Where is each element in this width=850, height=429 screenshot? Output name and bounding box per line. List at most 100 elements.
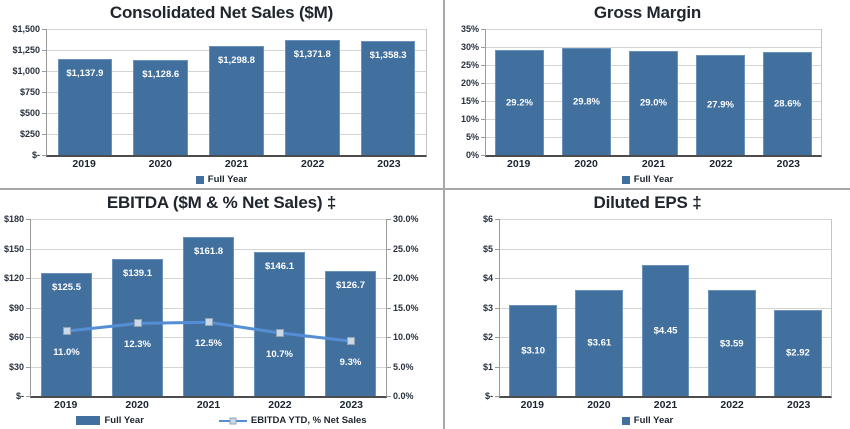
x-category-label: 2021 <box>196 399 221 411</box>
y-tick-label: $1,500 <box>12 24 40 34</box>
bar-value-label: 29.8% <box>573 96 600 108</box>
bar-2021: $4.45 <box>641 264 690 396</box>
gross-margin-chart: Gross Margin 0% 5% 10% 15% 20% 25% 30% 35% 29.2%… <box>443 0 850 188</box>
y-tick-label: $5 <box>482 243 493 254</box>
y-axis-tick <box>26 219 31 220</box>
bar-value-label: 29.2% <box>506 97 533 109</box>
gridline <box>486 47 821 48</box>
gross-margin-plot-area: 0% 5% 10% 15% 20% 25% 30% 35% 29.2% 29.8% 29.0% 27.… <box>461 24 822 160</box>
legend-label: Full Year <box>633 174 674 185</box>
bar-2019: $1,137.9 <box>57 59 113 155</box>
y-tick-label: $6 <box>482 214 493 224</box>
bar-2021: 29.0% <box>629 50 678 155</box>
x-category-label: 2023 <box>339 399 363 411</box>
net-sales-legend: Full Year <box>0 171 443 188</box>
bar-2022: 27.9% <box>696 54 745 155</box>
right-y-axis-tick <box>386 337 391 339</box>
ebitda-x-axis: 2019 2020 2021 2022 2023 <box>30 399 387 412</box>
x-category-label: 2023 <box>786 399 811 411</box>
bars-layer: $3.10 $3.61 $4.45 $3.59 $2.92 <box>500 219 831 396</box>
bar-value-label: $4.45 <box>653 325 678 337</box>
y-axis-tick <box>481 137 486 139</box>
bar-slot: $1,371.8 <box>274 29 350 155</box>
y-axis-tick <box>26 307 31 309</box>
legend-bar-swatch-icon <box>76 416 101 425</box>
bar-value-label: $161.8 <box>193 245 224 257</box>
gross-margin-legend: Full Year <box>445 171 850 188</box>
diluted-eps-legend: Full Year <box>445 412 850 429</box>
legend-label: EBITDA YTD, % Net Sales <box>250 415 367 426</box>
y-axis-tick <box>495 307 500 309</box>
legend-label: Full Year <box>633 415 674 426</box>
bar-2020: $1,128.6 <box>133 60 188 155</box>
bar-value-label: $3.61 <box>587 337 612 349</box>
y-axis-tick <box>26 248 31 250</box>
bar-2020: 29.8% <box>562 47 611 155</box>
y-tick-label: $1 <box>482 361 493 372</box>
diluted-eps-chart: Diluted EPS ‡ $- $1 $2 $3 $4 $5 $6 $3.10 $3.61 $4… <box>443 188 850 429</box>
y-axis-tick <box>481 29 486 30</box>
y-tick-label: $- <box>484 391 493 401</box>
x-category-label: 2020 <box>148 158 172 170</box>
right-y-tick-label: 10.0% <box>393 332 419 343</box>
x-category-label: 2022 <box>268 399 292 411</box>
bar-slot: $139.1 <box>102 219 173 396</box>
bar-2020: $3.61 <box>575 289 624 396</box>
gridline <box>500 219 831 220</box>
y-axis-tick <box>42 92 47 93</box>
x-category-label: 2021 <box>224 158 249 170</box>
y-tick-label: $500 <box>19 108 40 119</box>
y-tick-label: 35% <box>460 24 479 34</box>
y-axis-tick <box>26 396 31 397</box>
y-axis-tick <box>495 248 500 250</box>
y-tick-label: 20% <box>460 78 479 89</box>
line-marker <box>204 318 213 327</box>
x-category-label: 2021 <box>641 158 666 170</box>
bar-slot: $2.92 <box>765 219 831 396</box>
y-tick-label: $- <box>15 391 24 401</box>
y-axis-tick <box>495 219 500 220</box>
y-axis-tick <box>481 119 486 121</box>
legend-label: Full Year <box>104 415 144 426</box>
right-y-tick-label: 0.0% <box>393 391 414 401</box>
line-value-label: 12.5% <box>195 338 222 350</box>
net-sales-plot-area: $- $250 $500 $750 $1,000 $1,250 $1,500 $1,137.9… <box>12 24 427 160</box>
bar-value-label: $139.1 <box>122 268 153 280</box>
diluted-eps-chart-title: Diluted EPS ‡ <box>593 193 702 212</box>
bar-slot: 29.0% <box>620 29 687 155</box>
bar-value-label: $1,358.3 <box>369 49 407 61</box>
y-axis-tick <box>26 278 31 280</box>
bar-2022: $1,371.8 <box>285 39 340 155</box>
net-sales-x-axis: 2019 2020 2021 2022 2023 <box>46 158 427 171</box>
bar-slot: $1,298.8 <box>199 29 275 155</box>
y-axis-tick <box>495 337 500 339</box>
y-axis-tick <box>42 29 47 30</box>
y-tick-label: $250 <box>19 129 40 140</box>
y-axis-tick <box>481 47 486 48</box>
bars-layer: 29.2% 29.8% 29.0% 27.9% 28.6% <box>486 29 821 155</box>
legend-square-swatch-icon <box>195 175 204 184</box>
bar-slot: $126.7 <box>315 219 386 396</box>
legend-item: Full Year <box>621 174 674 185</box>
legend-item: Full Year <box>621 415 674 426</box>
line-marker <box>133 319 142 328</box>
x-category-label: 2020 <box>587 399 611 411</box>
bar-slot: $3.61 <box>566 219 632 396</box>
right-y-axis-tick <box>386 278 391 280</box>
y-tick-label: $1,000 <box>12 66 40 77</box>
ebitda-legend: Full Year EBITDA YTD, % Net Sales <box>0 412 443 429</box>
bar-2022: $146.1 <box>253 252 306 396</box>
bar-value-label: $1,371.8 <box>293 48 331 60</box>
gridline <box>486 29 821 30</box>
y-axis-tick <box>42 134 47 136</box>
y-tick-label: $750 <box>19 87 40 97</box>
bar-value-label: 28.6% <box>774 98 801 110</box>
x-category-label: 2022 <box>301 158 325 170</box>
right-y-axis-tick <box>386 307 391 309</box>
bar-2023: $2.92 <box>774 309 822 396</box>
y-tick-label: $90 <box>8 302 24 313</box>
y-axis-tick <box>26 366 31 368</box>
legend-label: Full Year <box>207 174 248 185</box>
bar-value-label: $3.10 <box>521 345 545 357</box>
line-marker <box>346 337 355 346</box>
